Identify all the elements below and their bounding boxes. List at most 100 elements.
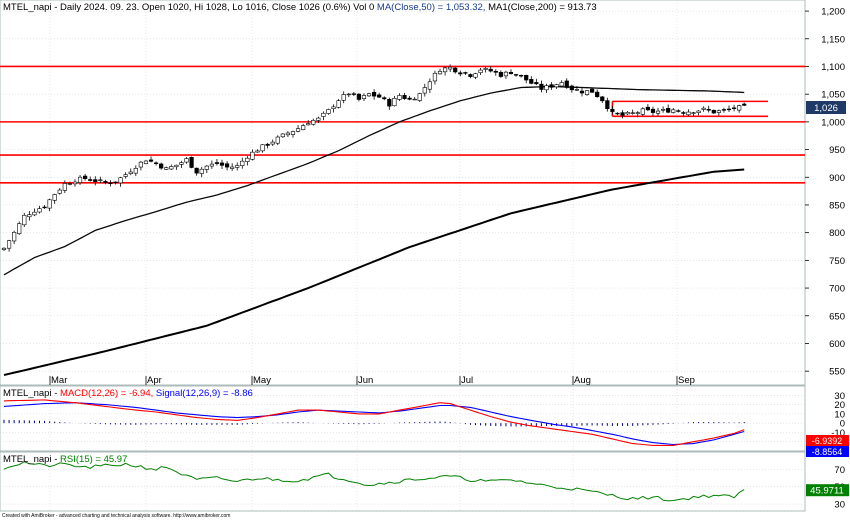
candle xyxy=(88,176,93,182)
moving-averages xyxy=(3,85,745,376)
candle xyxy=(731,104,737,112)
candle xyxy=(179,160,184,169)
candle xyxy=(164,166,169,170)
candle xyxy=(610,105,615,115)
candle xyxy=(108,180,113,187)
candle xyxy=(311,118,316,126)
candle xyxy=(301,123,306,131)
candle xyxy=(468,73,473,79)
candle xyxy=(645,104,650,112)
candle xyxy=(377,92,382,99)
candle xyxy=(83,174,88,181)
macd-series xyxy=(3,399,745,446)
svg-text:-8.8564: -8.8564 xyxy=(812,447,843,457)
month-label: Apr xyxy=(147,375,162,386)
price-tick-label: 850 xyxy=(829,200,845,211)
candle xyxy=(240,157,245,169)
rsi-tick-label: 30 xyxy=(834,500,845,511)
macd-tick-label: 20 xyxy=(834,400,845,411)
candle xyxy=(503,70,509,79)
candle xyxy=(519,74,524,78)
macd-label: MACD(12,26) = -6.94, xyxy=(60,388,156,399)
candle xyxy=(372,89,377,100)
candle xyxy=(275,135,280,146)
candle xyxy=(356,93,362,102)
month-axis: Mar Apr May Jun Jul Aug Sep xyxy=(49,375,695,386)
candle xyxy=(113,181,118,185)
candle xyxy=(57,187,62,195)
candle xyxy=(666,104,671,114)
candle xyxy=(230,163,235,171)
candle xyxy=(387,97,392,110)
candle xyxy=(493,69,498,76)
candle xyxy=(620,110,625,119)
price-tick-label: 1,000 xyxy=(821,117,845,128)
candle xyxy=(544,83,549,93)
svg-text:45.9711: 45.9711 xyxy=(810,486,844,497)
candle xyxy=(625,111,630,116)
candle xyxy=(93,176,98,186)
candle xyxy=(686,109,691,116)
candle xyxy=(498,70,503,78)
candle xyxy=(524,74,529,84)
price-tick-label: 700 xyxy=(829,284,845,295)
candle xyxy=(681,111,686,116)
price-header: MTEL_napi - Daily 2024. 09. 23. Open 102… xyxy=(3,2,597,13)
candle xyxy=(123,172,128,179)
candle xyxy=(62,180,67,194)
candle xyxy=(488,66,493,73)
candle xyxy=(564,78,569,89)
candle xyxy=(595,89,600,98)
candle xyxy=(432,70,438,85)
macd-tick-label: 0 xyxy=(840,419,845,430)
candle xyxy=(569,84,574,93)
month-label: Mar xyxy=(51,375,67,386)
candle xyxy=(412,97,417,101)
candle xyxy=(6,239,12,252)
candle xyxy=(549,82,554,90)
candle xyxy=(290,130,296,138)
candle xyxy=(154,161,159,166)
candle xyxy=(584,90,590,96)
candle xyxy=(574,86,580,91)
candle xyxy=(174,164,179,170)
candle xyxy=(235,162,240,171)
candle xyxy=(529,76,534,85)
month-label: Jun xyxy=(358,375,373,386)
candle xyxy=(361,93,367,101)
price-tick-label: 1,150 xyxy=(821,34,845,45)
candle xyxy=(513,73,519,77)
candle xyxy=(37,205,42,214)
candle xyxy=(77,175,83,185)
candle xyxy=(590,88,595,93)
svg-text:1,026: 1,026 xyxy=(814,103,838,114)
candle xyxy=(721,107,727,113)
signal-label: Signal(12,26,9) = -8.86 xyxy=(156,388,253,399)
macd-header: MTEL_napi - MACD(12,26) = -6.94, Signal(… xyxy=(3,388,253,399)
candle xyxy=(671,108,676,114)
candle xyxy=(458,70,463,77)
price-panel xyxy=(0,0,806,386)
candle xyxy=(336,99,341,109)
candle xyxy=(427,78,432,94)
price-tick-label: 600 xyxy=(829,339,845,350)
candle xyxy=(148,156,154,163)
candle xyxy=(204,165,209,174)
candle xyxy=(407,95,412,101)
candle xyxy=(224,161,230,171)
macd-tick-label: 30 xyxy=(834,391,845,402)
macd-symbol: MTEL_napi xyxy=(3,388,52,399)
price-tick-label: 550 xyxy=(829,367,845,378)
candle xyxy=(660,106,666,113)
candle xyxy=(366,92,372,97)
candle xyxy=(463,71,468,76)
candle xyxy=(280,133,285,138)
candle xyxy=(199,166,204,178)
candle xyxy=(615,112,620,116)
candle xyxy=(209,160,214,169)
candle xyxy=(696,110,701,116)
candle xyxy=(52,193,57,204)
candle xyxy=(72,179,78,187)
candle xyxy=(255,149,260,153)
